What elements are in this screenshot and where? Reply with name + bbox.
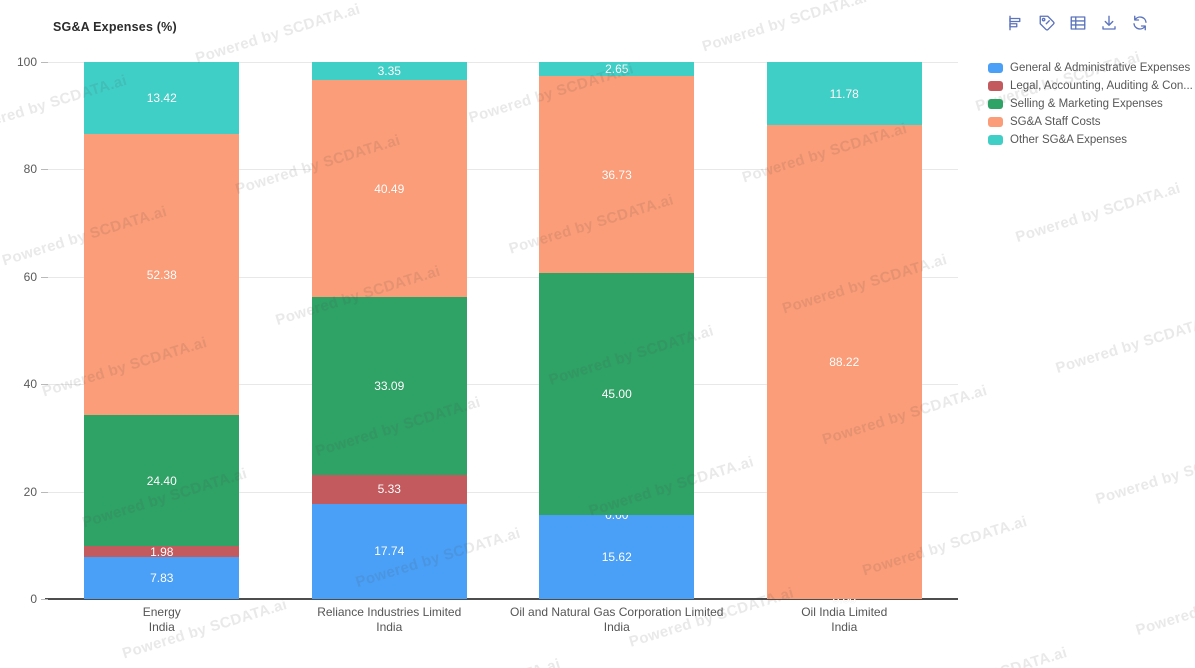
- bar-segment[interactable]: [539, 515, 695, 599]
- chart-toolbar: [1006, 13, 1149, 32]
- y-axis-label: 0: [30, 592, 37, 606]
- y-axis-label: 100: [16, 55, 37, 69]
- bar-value-label: 13.42: [146, 90, 177, 105]
- y-axis-label: 40: [23, 377, 37, 392]
- gridline: [48, 276, 958, 278]
- y-axis-tick: [41, 491, 48, 493]
- bar-value-label: 11.78: [829, 86, 859, 101]
- legend-swatch: [988, 81, 1003, 91]
- legend-swatch: [988, 117, 1003, 127]
- legend-swatch: [988, 99, 1003, 109]
- legend: General & Administrative Expenses Legal, …: [988, 59, 1193, 149]
- y-axis-label: 60: [23, 269, 37, 284]
- x-axis-label: Energy India: [142, 605, 181, 634]
- bar-segment[interactable]: [84, 61, 240, 135]
- bar-segment[interactable]: [84, 556, 240, 599]
- legend-item[interactable]: General & Administrative Expenses: [988, 59, 1193, 77]
- x-axis-label: Oil India Limited India: [801, 605, 888, 634]
- bar-segment[interactable]: [539, 76, 695, 274]
- bar-value-label: 52.38: [146, 267, 177, 282]
- gridline: [48, 169, 958, 171]
- legend-item[interactable]: Other SG&A Expenses: [988, 131, 1193, 149]
- y-axis-tick: [41, 169, 48, 171]
- bar-segment[interactable]: [539, 273, 695, 516]
- bar-segment[interactable]: [539, 62, 695, 77]
- bar-value-label: 24.40: [146, 473, 177, 488]
- x-axis-label: Oil and Natural Gas Corporation Limited I…: [510, 605, 724, 634]
- y-axis-tick: [41, 599, 48, 600]
- tag-icon[interactable]: [1037, 13, 1056, 32]
- bar-segment[interactable]: [311, 297, 467, 476]
- legend-label: Legal, Accounting, Auditing & Con...: [1010, 80, 1193, 92]
- legend-label: Selling & Marketing Expenses: [1010, 98, 1163, 110]
- bar-value-label: 88.22: [829, 355, 860, 370]
- bar-segment[interactable]: [84, 546, 240, 557]
- legend-label: General & Administrative Expenses: [1010, 62, 1191, 74]
- bar-segment[interactable]: [311, 62, 467, 80]
- y-axis-tick: [41, 384, 48, 386]
- legend-item[interactable]: Selling & Marketing Expenses: [988, 95, 1193, 113]
- bar-oil-and-natural-gas-corporation-limited: 15.62 0.00 45.00 36.73 2.65: [539, 62, 695, 599]
- data-table-icon[interactable]: [1068, 13, 1087, 32]
- refresh-icon[interactable]: [1130, 13, 1149, 32]
- y-axis-tick: [41, 62, 48, 63]
- bar-value-label: 45.00: [601, 387, 632, 402]
- legend-swatch: [988, 135, 1003, 145]
- gridline: [48, 491, 958, 493]
- bar-segment[interactable]: [84, 134, 240, 416]
- legend-label: Other SG&A Expenses: [1010, 134, 1127, 146]
- x-axis-line: [45, 598, 958, 600]
- bar-value-label: 1.98: [150, 544, 174, 559]
- bar-segment[interactable]: [84, 415, 240, 547]
- gridline: [48, 62, 958, 63]
- bar-value-label: 7.83: [150, 570, 174, 585]
- bar-value-label: 3.35: [377, 63, 401, 78]
- bar-segment[interactable]: [311, 503, 467, 599]
- chart-title: SG&A Expenses (%): [53, 20, 177, 34]
- bar-value-label: 15.62: [601, 550, 632, 565]
- bar-value-label: 40.49: [374, 181, 405, 196]
- y-axis-label: 80: [23, 162, 37, 177]
- horizontal-bar-chart-icon[interactable]: [1006, 13, 1025, 32]
- legend-item[interactable]: SG&A Staff Costs: [988, 113, 1193, 131]
- legend-item[interactable]: Legal, Accounting, Auditing & Con...: [988, 77, 1193, 95]
- bar-value-label: 2.65: [605, 62, 629, 77]
- bar-reliance-industries-limited: 17.74 5.33 33.09 40.49 3.35: [311, 62, 467, 599]
- bar-value-label: 33.09: [374, 379, 405, 394]
- bar-value-label: 17.74: [374, 544, 405, 559]
- bar-segment[interactable]: [311, 475, 467, 504]
- bar-oil-india-limited: 0.00 0.00 0.00 88.22 11.78: [766, 62, 922, 606]
- bar-value-label: 5.33: [377, 482, 401, 497]
- download-icon[interactable]: [1099, 13, 1118, 32]
- bar-segment[interactable]: [766, 62, 922, 126]
- y-axis-label: 20: [23, 484, 37, 499]
- bar-energy: 7.83 1.98 24.40 52.38 13.42: [84, 61, 240, 599]
- bar-segment[interactable]: [311, 79, 467, 298]
- bar-segment[interactable]: [766, 125, 922, 599]
- y-axis-tick: [41, 276, 48, 278]
- gridline: [48, 384, 958, 386]
- bar-value-label: 36.73: [601, 167, 632, 182]
- x-axis-label: Reliance Industries Limited India: [317, 605, 462, 634]
- legend-swatch: [988, 63, 1003, 73]
- legend-label: SG&A Staff Costs: [1010, 116, 1101, 128]
